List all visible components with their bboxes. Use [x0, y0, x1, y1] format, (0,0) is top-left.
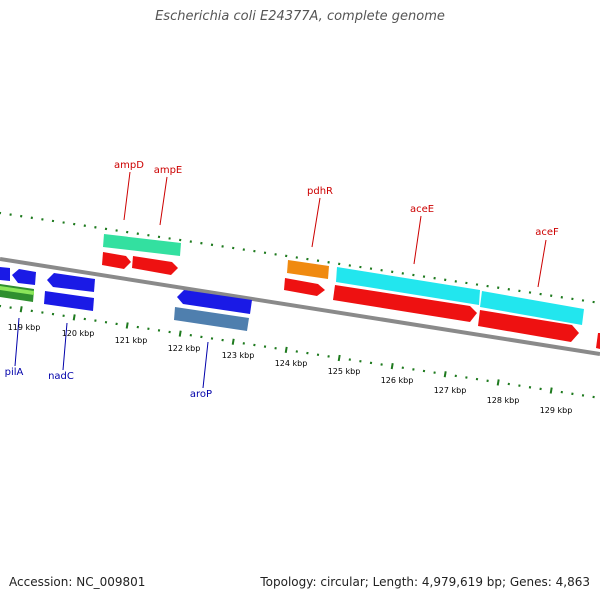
- gene-pdhR-cds[interactable]: [284, 278, 325, 296]
- gene-label-aceF: aceF: [535, 227, 559, 238]
- gene-aceE-cds[interactable]: [333, 285, 477, 322]
- gene-partial-right-cds[interactable]: [596, 333, 600, 349]
- inner-track-major-tick: [72, 314, 76, 321]
- inner-tick-track: [0, 304, 595, 399]
- scale-label-125: 125 kbp: [328, 367, 361, 376]
- inner-track-major-tick: [390, 363, 394, 370]
- gene-label-pilA: pilA: [5, 367, 24, 378]
- gene-label-pdhR: pdhR: [307, 186, 333, 197]
- inner-track-major-tick: [231, 338, 235, 345]
- inner-track-major-tick: [443, 371, 447, 378]
- gene-label-aroP: aroP: [190, 389, 212, 400]
- scale-label-129: 129 kbp: [540, 406, 573, 415]
- gene-label-nadC: nadC: [48, 371, 74, 382]
- gene-ampD-cds[interactable]: [102, 252, 131, 269]
- gene-nadC-feature[interactable]: [44, 291, 94, 311]
- map-title: Escherichia coli E24377A, complete genom…: [155, 9, 445, 24]
- inner-track-major-tick: [549, 387, 553, 394]
- scale-label-120: 120 kbp: [62, 329, 95, 338]
- genome-backbone: [0, 257, 600, 356]
- genome-summary-text: Topology: circular; Length: 4,979,619 bp…: [260, 575, 590, 589]
- gene-partial-left-a[interactable]: [0, 267, 10, 281]
- scale-label-119: 119 kbp: [8, 323, 41, 332]
- gene-ampD-feature[interactable]: [103, 234, 181, 256]
- gene-partial-left-b[interactable]: [12, 269, 36, 285]
- scale-label-121: 121 kbp: [115, 336, 148, 345]
- scale-label-123: 123 kbp: [222, 351, 255, 360]
- gene-label-aceE: aceE: [410, 204, 434, 215]
- inner-track-major-tick: [178, 330, 182, 337]
- scale-label-124: 124 kbp: [275, 359, 308, 368]
- gene-pilA-band[interactable]: [0, 286, 34, 295]
- scale-label-128: 128 kbp: [487, 396, 520, 405]
- gene-pdhR-feature[interactable]: [287, 260, 329, 279]
- scale-label-126: 126 kbp: [381, 376, 414, 385]
- accession-text: Accession: NC_009801: [9, 575, 146, 589]
- gene-ampE-cds[interactable]: [132, 256, 178, 275]
- inner-track-major-tick: [284, 346, 288, 353]
- bottom-leader-lines: [14, 317, 209, 389]
- scale-label-127: 127 kbp: [434, 386, 467, 395]
- top-leader-lines: [123, 171, 547, 288]
- gene-aceE-feature[interactable]: [336, 267, 480, 305]
- gene-label-ampE: ampE: [154, 165, 183, 176]
- gene-aceF-cds[interactable]: [478, 310, 579, 342]
- gene-aroP-cds[interactable]: [177, 290, 252, 314]
- inner-track-major-tick: [125, 322, 129, 329]
- inner-track-major-tick: [337, 354, 341, 362]
- gene-nadC-cds[interactable]: [47, 273, 95, 292]
- gene-aroP-feature[interactable]: [174, 307, 249, 331]
- gene-label-ampD: ampD: [114, 160, 144, 171]
- gene-aceF-feature[interactable]: [480, 291, 584, 325]
- inner-track-major-tick: [496, 379, 500, 386]
- scale-label-122: 122 kbp: [168, 344, 201, 353]
- inner-track-major-tick: [19, 306, 23, 313]
- outer-tick-track: [0, 211, 595, 304]
